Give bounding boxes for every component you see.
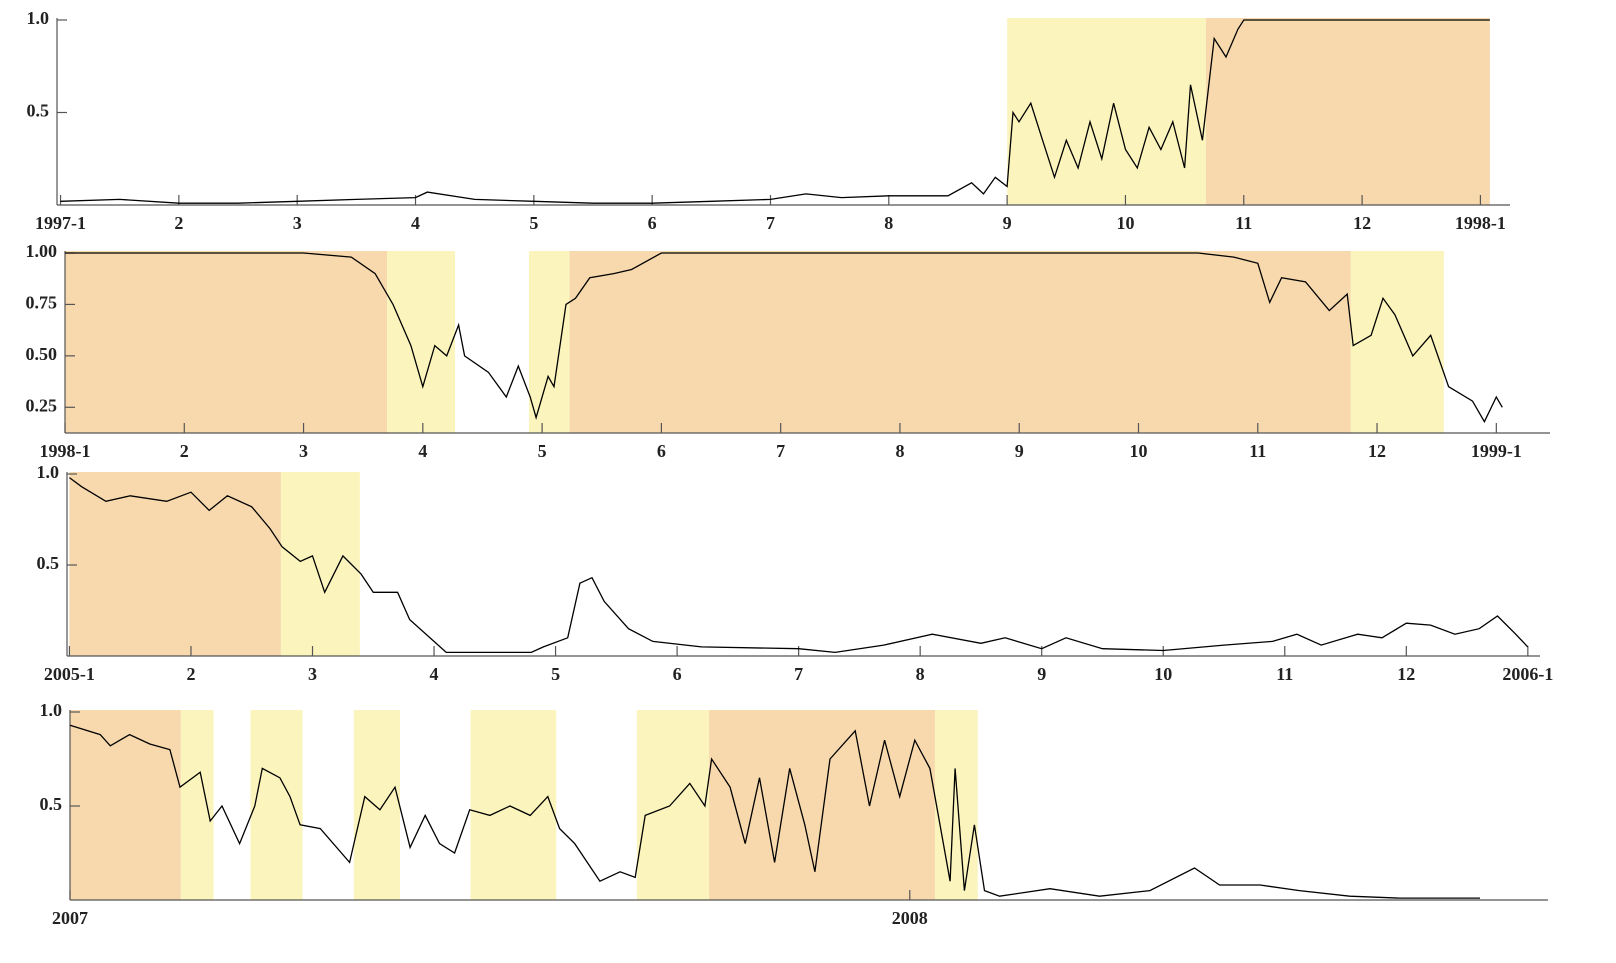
x-tick-label: 12 (1368, 441, 1386, 461)
y-tick-label: 1.0 (37, 462, 60, 482)
x-tick-label: 5 (538, 441, 547, 461)
data-line (65, 252, 1503, 424)
shaded-region (280, 472, 360, 656)
x-tick-label: 1998-1 (40, 441, 91, 461)
y-tick-label: 1.0 (40, 700, 63, 720)
x-tick-label: 3 (299, 441, 308, 461)
shaded-region (387, 251, 456, 433)
x-tick-label: 8 (895, 441, 904, 461)
x-tick-label: 3 (308, 664, 317, 684)
shaded-region (569, 251, 1351, 433)
y-tick-label: 0.5 (27, 101, 50, 121)
shaded-region (1350, 251, 1444, 433)
x-tick-label: 2008 (892, 908, 928, 928)
x-tick-label: 4 (418, 441, 427, 461)
x-tick-label: 8 (916, 664, 925, 684)
y-tick-label: 0.5 (40, 794, 63, 814)
x-tick-label: 2 (180, 441, 189, 461)
x-tick-label: 12 (1397, 664, 1415, 684)
y-tick-label: 0.75 (26, 293, 58, 313)
x-tick-label: 5 (551, 664, 560, 684)
x-tick-label: 10 (1154, 664, 1172, 684)
x-tick-label: 2 (174, 213, 183, 233)
shaded-region (65, 251, 388, 433)
x-tick-label: 9 (1037, 664, 1046, 684)
shaded-region (528, 251, 570, 433)
x-tick-label: 11 (1276, 664, 1293, 684)
x-tick-label: 6 (648, 213, 657, 233)
shaded-region (709, 710, 935, 900)
x-tick-label: 2007 (52, 908, 88, 928)
x-tick-label: 11 (1249, 441, 1266, 461)
x-tick-label: 2 (186, 664, 195, 684)
x-tick-label: 1999-1 (1471, 441, 1522, 461)
x-tick-label: 9 (1015, 441, 1024, 461)
y-tick-label: 0.50 (26, 344, 58, 364)
x-tick-label: 7 (776, 441, 785, 461)
x-tick-label: 10 (1129, 441, 1147, 461)
x-tick-label: 7 (766, 213, 775, 233)
x-tick-label: 2006-1 (1502, 664, 1553, 684)
x-tick-label: 2005-1 (44, 664, 95, 684)
x-tick-label: 6 (673, 664, 682, 684)
shaded-region (70, 710, 181, 900)
data-line (69, 724, 1480, 899)
x-tick-label: 8 (884, 213, 893, 233)
shaded-region (1007, 18, 1206, 205)
x-tick-label: 4 (430, 664, 439, 684)
shaded-region (1205, 18, 1490, 205)
x-tick-label: 1997-1 (35, 213, 86, 233)
x-tick-label: 5 (529, 213, 538, 233)
shaded-region (180, 710, 214, 900)
data-line (60, 19, 1490, 204)
shaded-region (250, 710, 303, 900)
shaded-region (69, 472, 281, 656)
y-tick-label: 0.5 (37, 553, 60, 573)
x-tick-label: 3 (293, 213, 302, 233)
shaded-region (636, 710, 710, 900)
data-line (69, 477, 1529, 654)
y-tick-label: 1.0 (27, 8, 50, 28)
x-tick-label: 12 (1353, 213, 1371, 233)
x-tick-label: 9 (1003, 213, 1012, 233)
x-tick-label: 11 (1235, 213, 1252, 233)
y-tick-label: 1.00 (26, 241, 58, 261)
x-tick-label: 4 (411, 213, 420, 233)
shaded-region (934, 710, 978, 900)
shaded-region (353, 710, 401, 900)
x-tick-label: 6 (657, 441, 666, 461)
shaded-region (470, 710, 557, 900)
x-tick-label: 1998-1 (1455, 213, 1506, 233)
x-tick-label: 7 (794, 664, 803, 684)
x-tick-label: 10 (1116, 213, 1134, 233)
y-tick-label: 0.25 (26, 395, 58, 415)
